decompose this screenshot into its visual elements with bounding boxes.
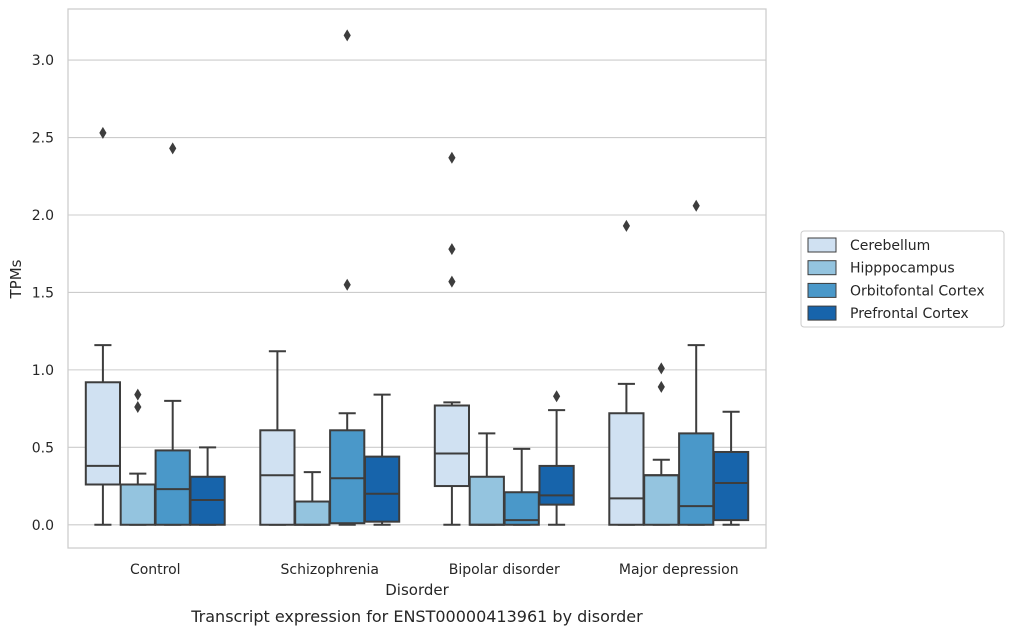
y-axis-label: TPMs [7, 259, 25, 299]
outlier-point [134, 401, 142, 414]
box-body [363, 455, 401, 523]
outlier-point [448, 243, 456, 256]
box-body [154, 449, 191, 526]
outlier-point [657, 380, 665, 393]
box-body [84, 381, 122, 486]
outlier-point [622, 219, 630, 232]
legend-swatch [807, 237, 837, 253]
outlier-point [343, 278, 351, 291]
legend-swatch [807, 260, 837, 276]
legend-swatch [807, 305, 837, 321]
legend-swatch [807, 282, 837, 298]
y-tick-label: 1.0 [32, 363, 54, 379]
x-tick-label: Bipolar disorder [449, 562, 560, 578]
box-group [363, 393, 401, 526]
x-tick-label: Major depression [619, 562, 739, 578]
box-body [608, 412, 645, 526]
legend-label: Prefrontal Cortex [850, 306, 969, 322]
outlier-point [657, 362, 665, 375]
box-group [433, 151, 471, 526]
box-group [329, 29, 366, 526]
box-body [433, 404, 471, 488]
outlier-point [99, 126, 107, 139]
box-layer [84, 29, 750, 526]
box-body [678, 432, 715, 526]
box-group [678, 199, 715, 526]
box-group [294, 471, 331, 526]
outlier-point [169, 142, 177, 155]
y-tick-label: 0.5 [32, 440, 54, 456]
box-body [538, 464, 575, 506]
box-body [468, 475, 505, 526]
box-body [329, 429, 366, 525]
outlier-point [343, 29, 351, 42]
outlier-point [692, 199, 700, 212]
box-group [468, 432, 505, 526]
y-tick-label: 1.5 [32, 285, 54, 301]
y-tick-label: 2.0 [32, 208, 54, 224]
box-group [259, 350, 296, 526]
y-tick-label: 2.5 [32, 131, 54, 147]
box-group [608, 219, 645, 526]
box-body [294, 500, 331, 526]
box-group [189, 446, 226, 526]
box-body [712, 450, 750, 522]
legend-label: Orbitofontal Cortex [850, 283, 985, 299]
y-tick-labels: 0.0 0.5 1.0 1.5 2.0 2.5 3.0 [32, 53, 54, 534]
box-group [119, 388, 156, 526]
x-axis-label: Disorder [385, 581, 449, 599]
box-body [643, 474, 680, 526]
box-body [119, 483, 156, 526]
box-group [643, 362, 680, 526]
box-group [503, 447, 540, 526]
box-body [259, 429, 296, 526]
x-tick-label: Schizophrenia [281, 562, 379, 578]
outlier-point [448, 275, 456, 288]
box-group [154, 142, 191, 526]
outlier-point [553, 390, 561, 403]
legend: Cerebellum Hipppocampus Orbitofontal Corte… [800, 230, 1005, 328]
grid-lines [68, 59, 766, 526]
legend-label: Cerebellum [850, 238, 930, 254]
legend-frame [800, 230, 1005, 328]
box-group [712, 410, 750, 526]
box-group [84, 126, 122, 526]
y-tick-label: 0.0 [32, 518, 54, 534]
legend-label: Hipppocampus [850, 261, 955, 277]
outlier-point [448, 151, 456, 164]
x-tick-labels: Control Schizophrenia Bipolar disorder Majo… [130, 562, 739, 578]
outlier-point [134, 388, 142, 401]
y-tick-label: 3.0 [32, 53, 54, 69]
chart-caption: Transcript expression for ENST0000041396… [190, 607, 643, 626]
box-group [538, 390, 575, 526]
x-tick-label: Control [130, 562, 181, 578]
plot-frame [67, 8, 767, 549]
